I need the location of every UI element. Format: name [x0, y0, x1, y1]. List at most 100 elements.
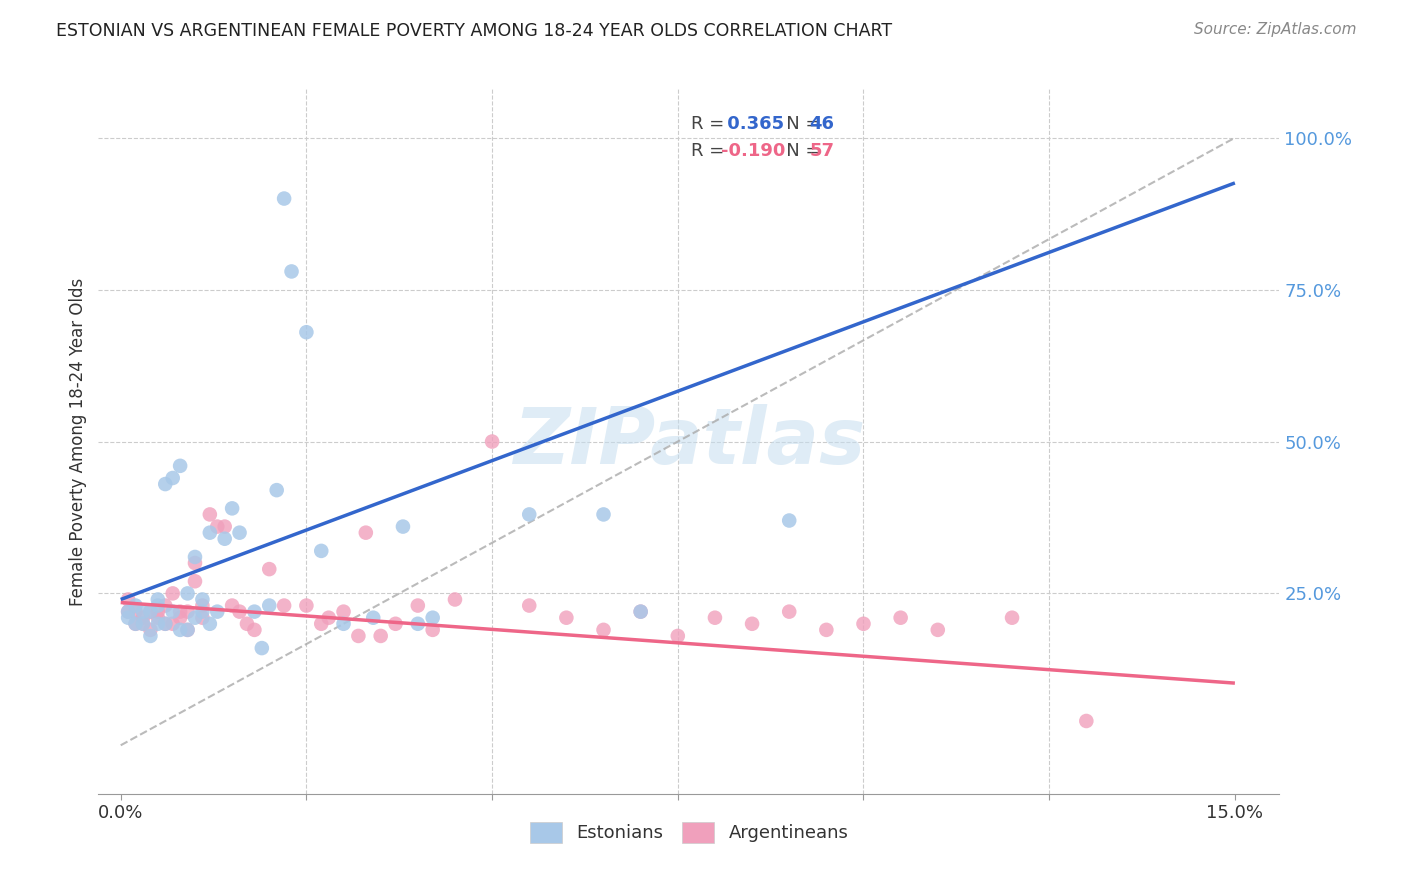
Point	[221, 599, 243, 613]
Point	[132, 616, 155, 631]
Point	[169, 623, 191, 637]
Point	[592, 623, 614, 637]
Point	[184, 556, 207, 570]
Point	[630, 605, 652, 619]
Point	[124, 605, 146, 619]
Point	[162, 471, 184, 485]
Point	[191, 611, 214, 625]
Point	[117, 605, 139, 619]
Point	[406, 599, 429, 613]
Point	[198, 525, 221, 540]
Point	[273, 192, 295, 206]
Point	[155, 599, 177, 613]
Point	[250, 641, 273, 656]
Point	[243, 623, 266, 637]
Point	[1076, 714, 1098, 728]
Point	[444, 592, 467, 607]
Point	[422, 611, 444, 625]
Point	[243, 605, 266, 619]
Point	[280, 264, 302, 278]
Point	[318, 611, 340, 625]
Text: R =: R =	[692, 115, 730, 133]
Text: -0.190: -0.190	[721, 142, 785, 160]
Point	[228, 525, 250, 540]
Point	[309, 544, 332, 558]
Point	[266, 483, 288, 497]
Text: ZIPatlas: ZIPatlas	[513, 403, 865, 480]
Point	[214, 532, 236, 546]
Point	[422, 623, 444, 637]
Point	[384, 616, 406, 631]
Point	[198, 616, 221, 631]
Point	[361, 611, 384, 625]
Point	[117, 605, 139, 619]
Text: N =: N =	[769, 142, 827, 160]
Y-axis label: Female Poverty Among 18-24 Year Olds: Female Poverty Among 18-24 Year Olds	[69, 277, 87, 606]
Point	[146, 611, 169, 625]
Point	[162, 605, 184, 619]
Point	[630, 605, 652, 619]
Point	[184, 574, 207, 589]
Point	[517, 599, 540, 613]
Point	[259, 599, 281, 613]
Point	[169, 605, 191, 619]
Point	[778, 605, 800, 619]
Point	[146, 605, 169, 619]
Point	[132, 605, 155, 619]
Point	[703, 611, 725, 625]
Point	[184, 611, 207, 625]
Point	[259, 562, 281, 576]
Point	[191, 605, 214, 619]
Point	[124, 616, 146, 631]
Point	[139, 629, 162, 643]
Point	[162, 586, 184, 600]
Point	[1001, 611, 1024, 625]
Point	[162, 616, 184, 631]
Point	[184, 549, 207, 564]
Point	[228, 605, 250, 619]
Point	[347, 629, 370, 643]
Point	[169, 458, 191, 473]
Text: 57: 57	[810, 142, 834, 160]
Point	[139, 605, 162, 619]
Point	[592, 508, 614, 522]
Point	[132, 616, 155, 631]
Point	[392, 519, 415, 533]
Point	[176, 623, 198, 637]
Point	[927, 623, 949, 637]
Point	[155, 616, 177, 631]
Point	[890, 611, 912, 625]
Point	[295, 599, 318, 613]
Point	[124, 616, 146, 631]
Point	[117, 611, 139, 625]
Point	[124, 599, 146, 613]
Text: ESTONIAN VS ARGENTINEAN FEMALE POVERTY AMONG 18-24 YEAR OLDS CORRELATION CHART: ESTONIAN VS ARGENTINEAN FEMALE POVERTY A…	[56, 22, 893, 40]
Point	[132, 611, 155, 625]
Point	[169, 611, 191, 625]
Point	[139, 623, 162, 637]
Point	[741, 616, 763, 631]
Point	[221, 501, 243, 516]
Point	[370, 629, 392, 643]
Point	[176, 605, 198, 619]
Point	[191, 592, 214, 607]
Point	[146, 599, 169, 613]
Point	[852, 616, 875, 631]
Text: 0.365: 0.365	[721, 115, 785, 133]
Point	[117, 592, 139, 607]
Point	[778, 514, 800, 528]
Point	[332, 616, 354, 631]
Point	[176, 586, 198, 600]
Text: 46: 46	[810, 115, 834, 133]
Point	[309, 616, 332, 631]
Point	[295, 325, 318, 339]
Point	[146, 592, 169, 607]
Text: R =: R =	[692, 142, 730, 160]
Point	[406, 616, 429, 631]
Point	[146, 616, 169, 631]
Point	[207, 519, 229, 533]
Legend: Estonians, Argentineans: Estonians, Argentineans	[520, 813, 858, 852]
Point	[236, 616, 259, 631]
Point	[332, 605, 354, 619]
Point	[155, 616, 177, 631]
